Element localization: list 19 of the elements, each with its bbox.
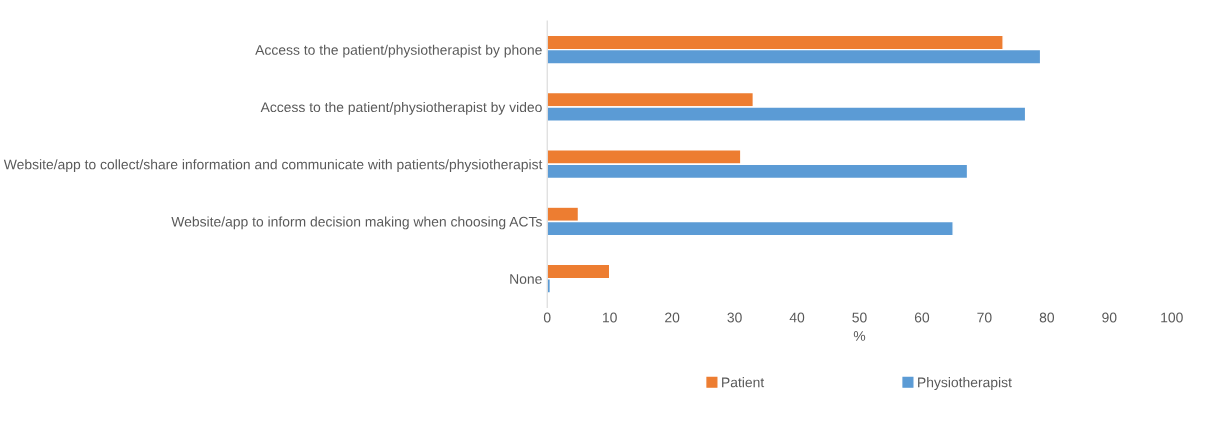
x-tick-label: 90 — [1102, 312, 1117, 323]
y-tick-label: Access to the patient/physiotherapist by video — [260, 101, 542, 115]
x-tick-label: 30 — [727, 312, 742, 323]
x-tick-label: 10 — [603, 312, 617, 323]
x-tick-label: 100 — [1161, 312, 1183, 323]
y-tick-label: Access to the patient/physiotherapist by phone — [255, 44, 542, 58]
x-tick-label: 60 — [914, 312, 930, 323]
y-tick-label: None — [510, 274, 542, 284]
y-tick-label: Website/app to collect/share information and communicate with patients/physiotherapist — [3, 159, 543, 173]
legend-label: Physiotherapist — [918, 377, 1012, 391]
y-tick-label: Website/app to inform decision making when choosing ACTs — [171, 216, 542, 230]
x-tick-label: 20 — [665, 312, 680, 323]
legend-label: Patient — [722, 377, 765, 388]
x-axis-title: % — [853, 331, 866, 341]
x-tick-label: 50 — [852, 312, 867, 323]
x-tick-label: 40 — [789, 312, 805, 323]
x-tick-label: 80 — [1039, 312, 1055, 323]
x-tick-label: 0 — [543, 312, 551, 323]
x-tick-label: 70 — [977, 312, 992, 323]
